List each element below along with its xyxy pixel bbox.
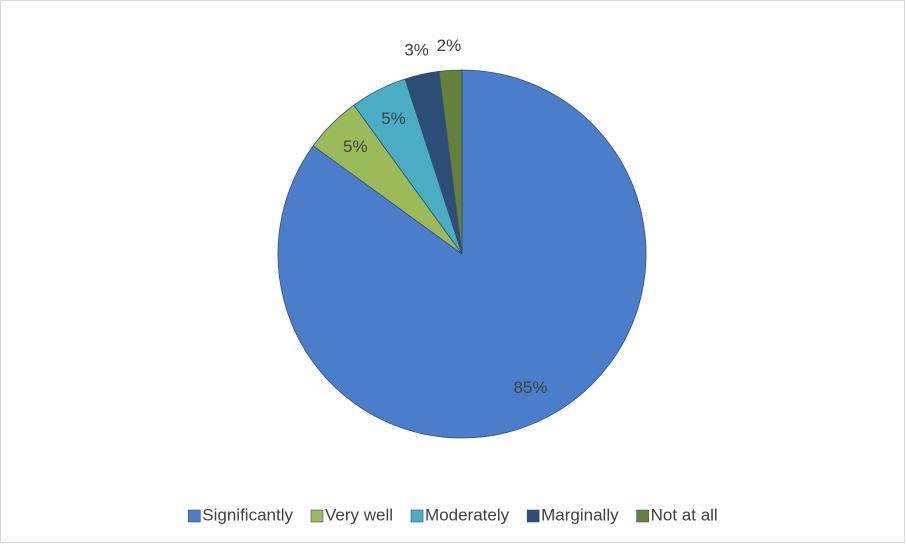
legend-swatch [526,509,540,523]
legend-label: Very well [325,505,393,524]
legend-label: Not at all [651,505,718,524]
legend-swatch [310,509,324,523]
data-label: 85% [513,378,547,397]
data-label: 5% [381,109,406,128]
pie-slice [438,69,463,255]
data-label: 5% [343,137,368,156]
data-label: 3% [404,41,429,60]
legend-label: Marginally [541,505,619,524]
legend-swatch [636,509,649,523]
data-label: 2% [437,36,462,55]
legend-swatch [187,509,201,523]
legend-swatch [410,509,424,523]
legend-label: Moderately [425,505,510,524]
legend: Significantly Very well Moderately Marginal… [187,505,718,524]
legend-label: Significantly [202,505,293,524]
